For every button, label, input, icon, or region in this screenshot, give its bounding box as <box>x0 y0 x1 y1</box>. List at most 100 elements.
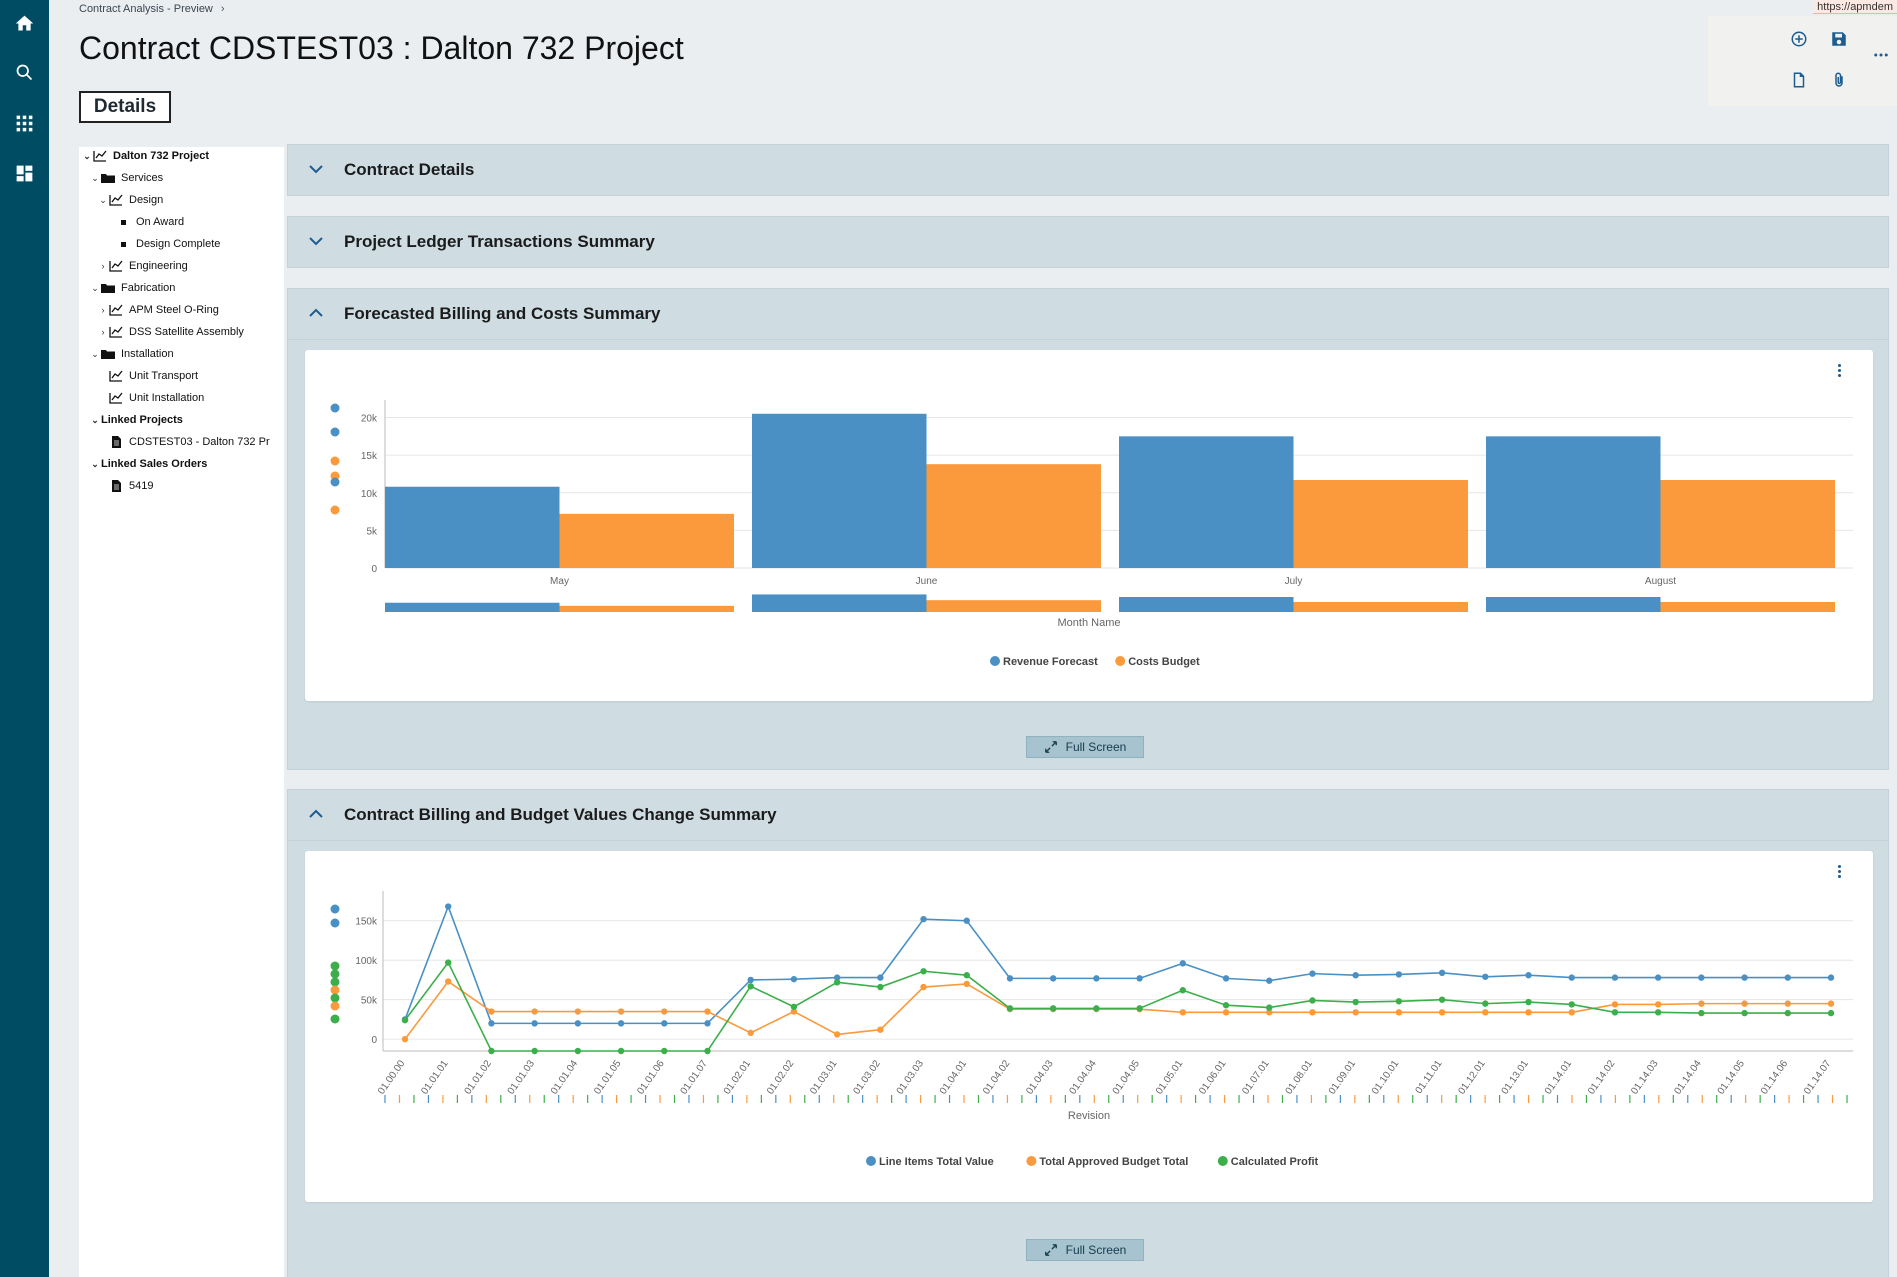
tree-item[interactable]: Design Complete <box>105 235 220 253</box>
tree-item[interactable]: › DSS Satellite Assembly <box>97 323 244 341</box>
data-point <box>1568 1009 1575 1016</box>
section-forecasted-billing[interactable]: Forecasted Billing and Costs Summary <box>287 288 1889 340</box>
data-point <box>877 983 884 991</box>
data-point <box>488 1047 495 1055</box>
expand-icon <box>1044 741 1057 753</box>
tree-item[interactable]: CDSTEST03 - Dalton 732 Pr <box>97 433 270 451</box>
tree-item[interactable]: › Engineering <box>97 257 188 275</box>
chevron-right-icon[interactable]: › <box>101 327 105 337</box>
home-icon[interactable] <box>0 3 49 43</box>
data-point <box>790 1008 798 1015</box>
chevron-down-icon <box>288 233 344 251</box>
tree-item[interactable]: On Award <box>105 213 184 231</box>
legend-dot <box>990 656 1000 666</box>
section-contract-details[interactable]: Contract Details <box>287 144 1889 196</box>
navigator-bar <box>1486 597 1661 612</box>
data-point <box>1741 974 1748 981</box>
data-point <box>963 917 970 924</box>
breadcrumb-item[interactable]: Contract Analysis - Preview <box>79 3 213 15</box>
data-point <box>488 1020 495 1027</box>
full-screen-button[interactable]: Full Screen <box>1026 1239 1144 1261</box>
legend-marker-dot <box>330 477 340 487</box>
x-tick-label: 01.10.01 <box>1370 1058 1402 1097</box>
add-circle-icon[interactable] <box>1785 25 1813 53</box>
more-icon[interactable] <box>1867 41 1895 69</box>
x-tick-label: 01.00.00 <box>376 1058 408 1097</box>
tree-item-label: 5419 <box>129 480 154 492</box>
data-point <box>1611 1001 1619 1008</box>
data-point <box>1827 1009 1835 1017</box>
section-contract-billing-change[interactable]: Contract Billing and Budget Values Chang… <box>287 789 1889 841</box>
full-screen-button[interactable]: Full Screen <box>1026 736 1144 758</box>
chevron-right-icon[interactable]: › <box>101 305 105 315</box>
data-point <box>445 903 452 910</box>
tree-item[interactable]: ⌄ Fabrication <box>89 279 175 297</box>
data-point <box>1784 1000 1791 1007</box>
chevron-down-icon[interactable]: ⌄ <box>91 348 99 359</box>
data-point <box>877 1026 884 1033</box>
chevron-down-icon[interactable]: ⌄ <box>91 282 99 293</box>
tab-details[interactable]: Details <box>79 91 171 123</box>
tree-item[interactable]: ⌄ Services <box>89 169 163 187</box>
tree-item[interactable]: ⌄ Linked Sales Orders <box>89 455 207 473</box>
search-icon[interactable] <box>0 52 49 92</box>
tree-item[interactable]: ⌄ Linked Projects <box>89 411 183 429</box>
data-point <box>704 1020 711 1027</box>
data-point <box>1698 1000 1705 1007</box>
document-icon[interactable] <box>1785 66 1813 94</box>
tree-item-label: Design Complete <box>136 238 221 250</box>
page-title: Contract CDSTEST03 : Dalton 732 Project <box>79 30 684 66</box>
legend-marker-dot <box>330 969 340 979</box>
section-project-ledger[interactable]: Project Ledger Transactions Summary <box>287 216 1889 268</box>
data-point <box>574 1020 582 1027</box>
tree-item[interactable]: ⌄ Dalton 732 Project <box>81 147 209 165</box>
tree-item-label: Engineering <box>129 260 188 272</box>
data-point <box>445 978 452 985</box>
x-tick-label: 01.14.04 <box>1672 1058 1704 1097</box>
more-vertical-icon[interactable] <box>1831 360 1847 380</box>
x-tick-label: June <box>916 576 938 587</box>
legend-marker-dot <box>330 985 340 995</box>
x-tick-label: 01.03.02 <box>851 1058 883 1097</box>
chevron-down-icon[interactable]: ⌄ <box>83 150 91 161</box>
x-tick-label: 01.14.01 <box>1543 1058 1575 1097</box>
data-point <box>531 1047 538 1055</box>
data-point <box>1049 975 1057 982</box>
chevron-down-icon[interactable]: ⌄ <box>99 194 107 205</box>
x-tick-label: 01.03.01 <box>808 1058 840 1097</box>
tree-item[interactable]: Unit Transport <box>97 367 198 385</box>
chevron-down-icon[interactable]: ⌄ <box>91 172 99 183</box>
data-point <box>1698 1009 1705 1017</box>
more-vertical-icon[interactable] <box>1831 861 1847 881</box>
tree-item[interactable]: ⌄ Design <box>97 191 163 209</box>
data-point <box>1136 1005 1143 1012</box>
tree-item[interactable]: › APM Steel O-Ring <box>97 301 219 319</box>
save-icon[interactable] <box>1825 25 1853 53</box>
x-tick-label: August <box>1645 576 1676 587</box>
data-point <box>574 1008 582 1015</box>
data-point <box>1049 1005 1057 1012</box>
x-tick-label: 01.06.01 <box>1197 1058 1229 1097</box>
data-point <box>617 1008 625 1015</box>
attachment-icon[interactable] <box>1825 66 1853 94</box>
dashboard-icon[interactable] <box>0 153 49 193</box>
chevron-down-icon[interactable]: ⌄ <box>91 414 99 425</box>
chevron-down-icon[interactable]: ⌄ <box>91 458 99 469</box>
data-point <box>531 1020 538 1027</box>
legend-dot <box>1026 1156 1037 1166</box>
data-point <box>1179 987 1187 994</box>
folder-icon <box>101 282 115 294</box>
x-tick-label: 01.02.01 <box>722 1058 754 1097</box>
x-tick-label: 01.13.01 <box>1500 1058 1532 1097</box>
apps-grid-icon[interactable] <box>0 103 49 143</box>
navigator-bar <box>559 605 734 612</box>
tree-item[interactable]: ⌄ Installation <box>89 345 173 363</box>
chevron-right-icon[interactable]: › <box>101 261 105 271</box>
section-title: Project Ledger Transactions Summary <box>344 232 655 251</box>
data-point <box>1482 1009 1489 1016</box>
tree-item[interactable]: 5419 <box>97 477 153 495</box>
x-tick-label: 01.04.05 <box>1111 1058 1143 1097</box>
data-point <box>1006 1005 1014 1012</box>
breadcrumb[interactable]: Contract Analysis - Preview › <box>79 3 225 15</box>
tree-item[interactable]: Unit Installation <box>97 389 204 407</box>
